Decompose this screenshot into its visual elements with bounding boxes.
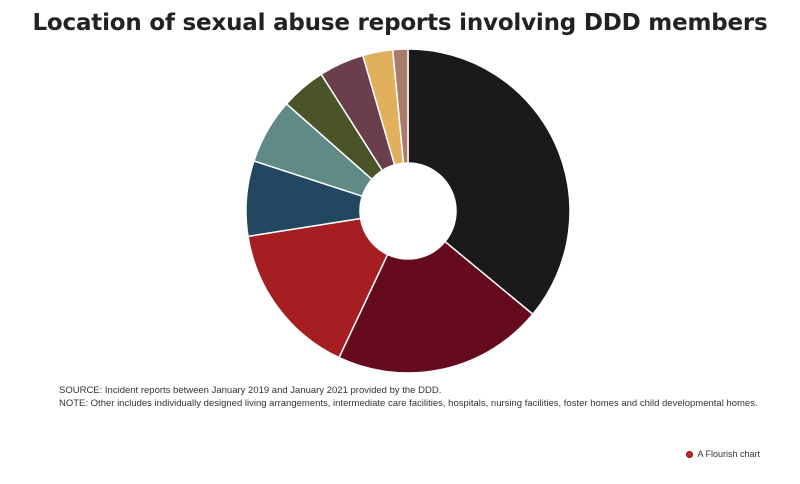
donut-slice-9[interactable] [391,48,409,165]
donut-slice-3[interactable] [247,217,389,359]
donut-slice-2[interactable] [338,240,534,374]
chart-title: Location of sexual abuse reports involvi… [32,10,768,36]
flourish-credit[interactable]: A Flourish chart [686,449,760,459]
methodology-note: NOTE: Other includes individually design… [59,398,758,409]
chart-footer: SOURCE: Incident reports between January… [59,384,759,410]
donut-slice-1[interactable] [407,48,571,316]
source-note: SOURCE: Incident reports between January… [59,385,442,396]
flourish-logo-icon [686,450,694,458]
credit-label: A Flourish chart [697,449,760,459]
